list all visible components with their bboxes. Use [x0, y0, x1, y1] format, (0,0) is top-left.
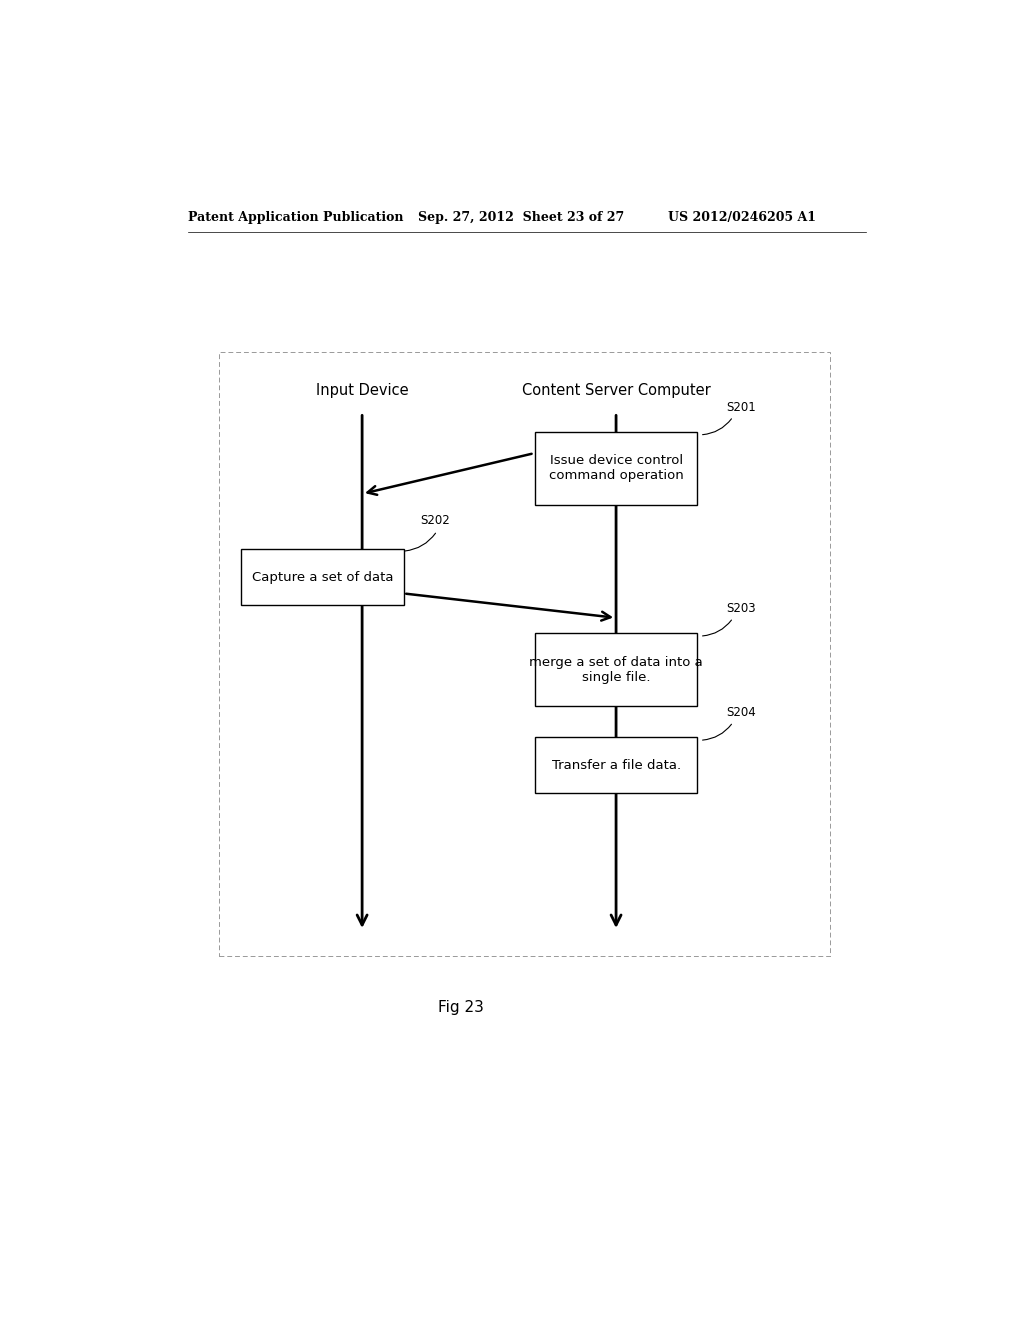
Text: Capture a set of data: Capture a set of data — [252, 570, 393, 583]
Text: S202: S202 — [421, 513, 451, 527]
Text: S201: S201 — [726, 400, 756, 413]
Text: Sep. 27, 2012  Sheet 23 of 27: Sep. 27, 2012 Sheet 23 of 27 — [418, 211, 624, 224]
Text: Content Server Computer: Content Server Computer — [521, 383, 711, 397]
Text: S204: S204 — [726, 706, 756, 719]
Text: merge a set of data into a
single file.: merge a set of data into a single file. — [529, 656, 702, 684]
Text: Fig 23: Fig 23 — [438, 999, 484, 1015]
Text: Transfer a file data.: Transfer a file data. — [552, 759, 681, 772]
FancyBboxPatch shape — [535, 738, 697, 793]
Text: Patent Application Publication: Patent Application Publication — [187, 211, 403, 224]
Text: US 2012/0246205 A1: US 2012/0246205 A1 — [668, 211, 816, 224]
FancyBboxPatch shape — [535, 432, 697, 506]
Text: Issue device control
command operation: Issue device control command operation — [549, 454, 683, 482]
FancyBboxPatch shape — [535, 634, 697, 706]
Text: S203: S203 — [726, 602, 756, 615]
FancyBboxPatch shape — [241, 549, 403, 605]
Text: Input Device: Input Device — [315, 383, 409, 397]
FancyBboxPatch shape — [219, 351, 830, 956]
